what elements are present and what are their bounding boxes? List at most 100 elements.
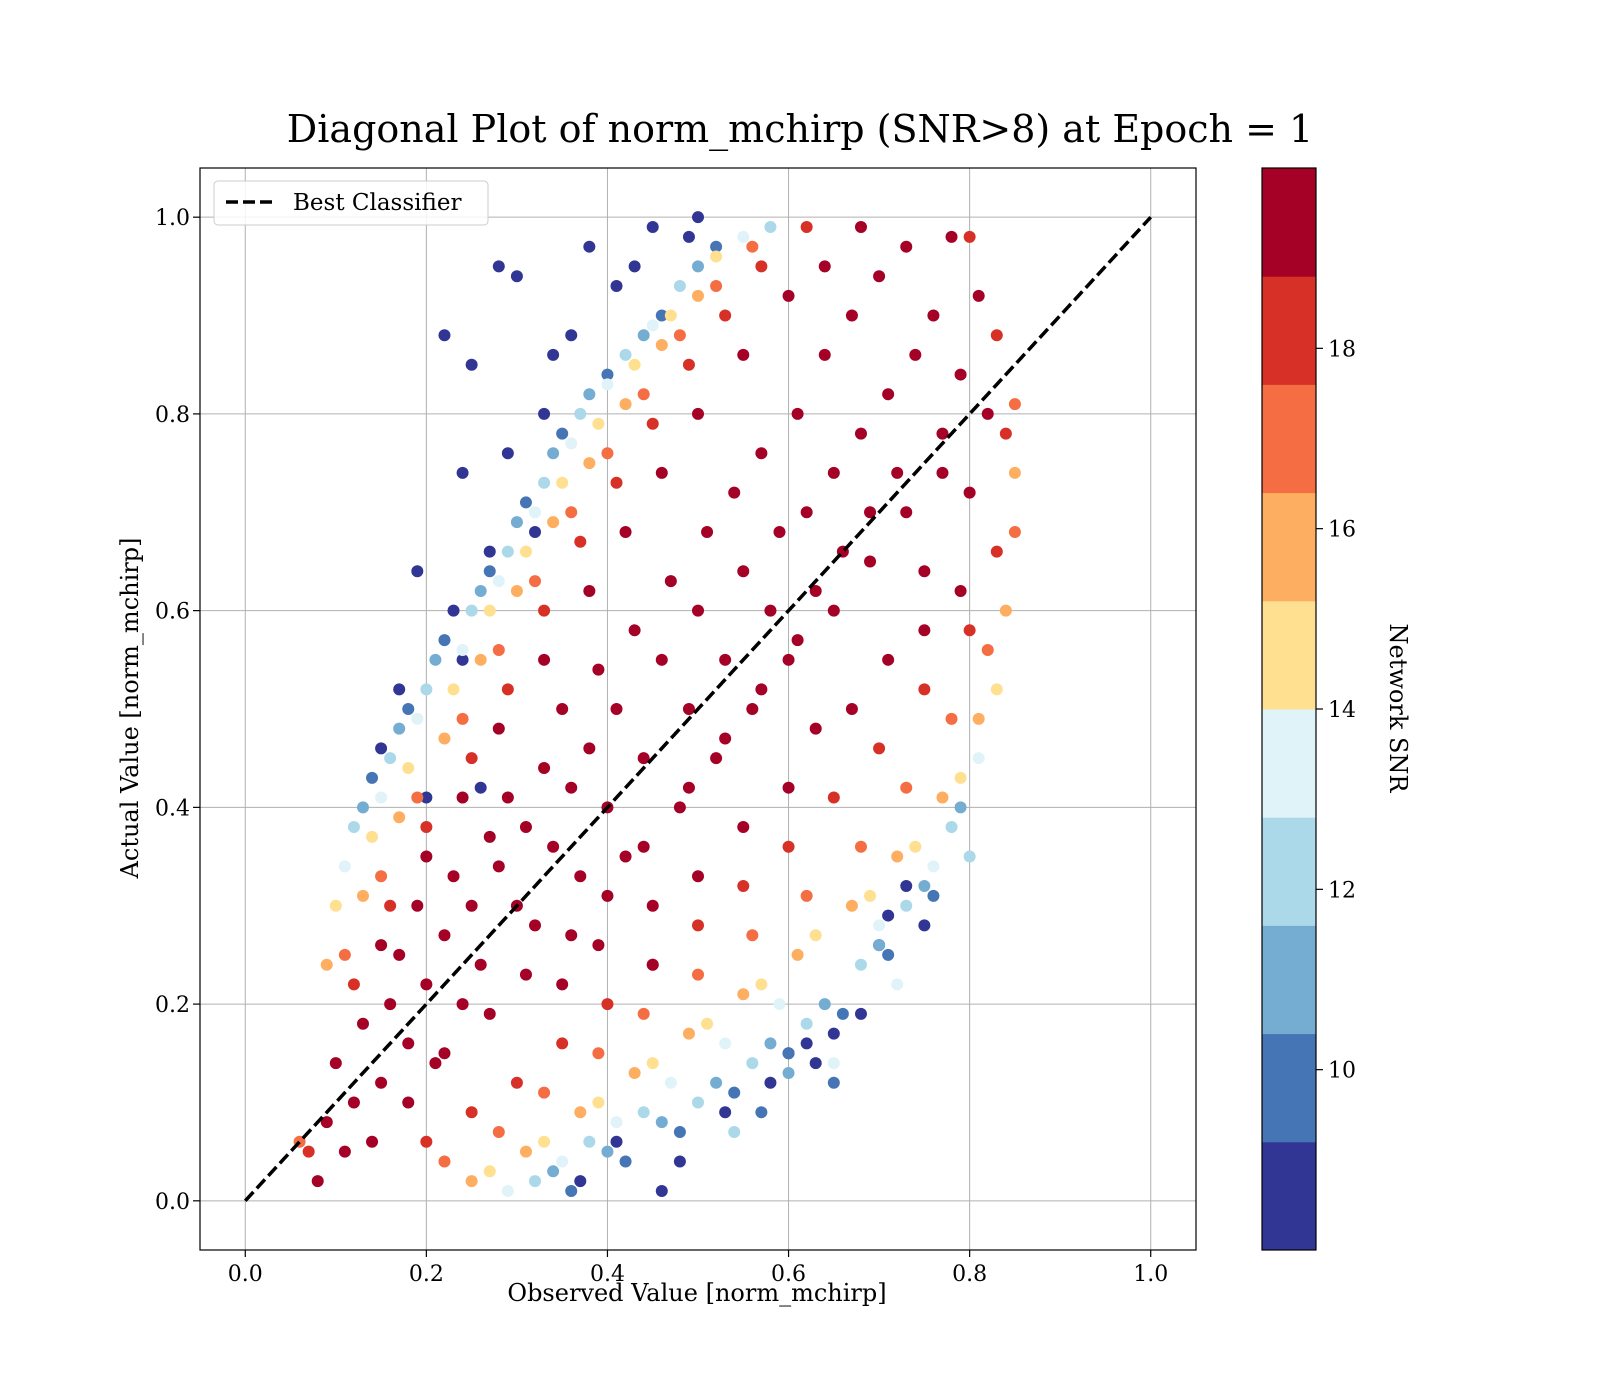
scatter-point [420,821,433,834]
scatter-point [918,683,931,696]
scatter-point [547,348,560,361]
scatter-point [619,850,632,863]
scatter-point [529,525,542,538]
scatter-point [981,407,994,420]
chart-title: Diagonal Plot of norm_mchirp (SNR>8) at … [287,107,1313,152]
scatter-point [592,1047,605,1060]
scatter-point [673,329,686,342]
scatter-point [764,1037,777,1050]
scatter-point [420,1135,433,1148]
scatter-point [728,486,741,499]
scatter-point [483,545,496,558]
scatter-point [692,407,704,420]
scatter-point [809,1057,822,1070]
scatter-point [827,1027,840,1040]
scatter-point [429,1057,442,1070]
scatter-point [692,604,704,617]
scatter-point [800,506,813,519]
scatter-point [927,860,940,873]
scatter-point [882,909,895,922]
scatter-point [601,889,614,902]
scatter-point [329,1057,342,1070]
scatter-point [411,899,424,912]
scatter-point [501,447,514,460]
scatter-point [320,1116,333,1129]
scatter-point [963,486,976,499]
scatter-point [646,221,659,234]
colorbar-tick-label: 16 [1328,518,1356,543]
scatter-point [447,683,460,696]
scatter-point [954,584,967,597]
scatter-point [510,584,523,597]
scatter-point [592,417,605,430]
scatter-point [746,703,759,715]
scatter-point [338,948,351,961]
scatter-point [556,703,569,715]
colorbar-segment [1262,925,1316,1035]
scatter-point [873,742,886,755]
scatter-point [954,368,967,381]
scatter-point [737,988,750,1001]
scatter-point [492,860,505,873]
scatter-point [737,230,750,243]
scatter-point [501,683,514,696]
scatter-point [963,230,976,243]
scatter-point [547,840,560,853]
scatter-point [755,1106,768,1119]
colorbar-segment [1262,600,1316,710]
x-axis-ticks: 0.0 0.2 0.4 0.6 0.8 1.0 [228,1250,1168,1287]
legend-box [213,180,489,226]
scatter-point [637,840,650,853]
scatter-point [474,781,487,794]
scatter-point [628,624,641,637]
scatter-point [1008,525,1021,538]
scatter-point [302,1145,315,1158]
scatter-point [474,584,487,597]
scatter-point [574,870,587,883]
scatter-point [492,1125,505,1138]
scatter-point [483,1007,496,1020]
colorbar-segment [1262,276,1316,385]
scatter-point [366,771,379,784]
scatter-point [501,1184,514,1197]
scatter-point [728,1086,741,1099]
scatter-point [610,280,623,293]
x-axis-label: Observed Value [norm_mchirp] [507,1279,886,1307]
scatter-point [529,1175,542,1188]
scatter-point [854,221,867,234]
scatter-point [755,260,768,273]
scatter-point [637,388,650,401]
scatter-point [954,801,967,814]
scatter-point [402,1037,415,1050]
scatter-point [628,1066,641,1079]
scatter-point [963,850,976,863]
scatter-point [692,289,704,302]
scatter-point [800,221,813,234]
colorbar-label: Network SNR [1384,624,1412,794]
scatter-point [719,309,732,322]
scatter-point [456,712,469,725]
scatter-point [845,309,858,322]
scatter-point [565,1184,578,1197]
scatter-point [655,1184,668,1197]
scatter-point [918,624,931,637]
scatter-point [429,653,442,666]
scatter-point [755,447,768,460]
scatter-point [692,260,704,273]
scatter-point [456,791,469,804]
scatter-point [972,289,985,302]
scatter-point [384,998,397,1011]
scatter-point [891,466,904,479]
colorbar-segment [1262,1141,1316,1251]
scatter-point [1008,398,1021,411]
scatter-point [583,1135,596,1148]
scatter-point [773,525,786,538]
scatter-point [918,565,931,578]
best-classifier-line-group [243,215,1153,1203]
scatter-point [411,565,424,578]
scatter-point [773,998,786,1011]
scatter-point [710,1076,723,1089]
scatter-point [936,466,949,479]
scatter-point [583,584,596,597]
